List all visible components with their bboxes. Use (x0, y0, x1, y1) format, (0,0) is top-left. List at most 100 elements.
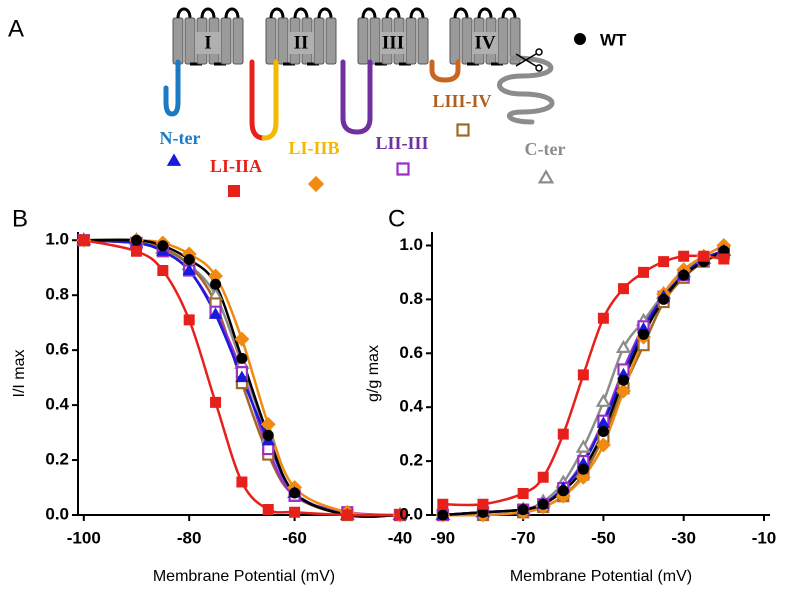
legend-entry: C-ter (525, 139, 566, 184)
series: LI-IIA (83, 239, 400, 517)
helix (232, 17, 244, 65)
point (595, 393, 612, 407)
point (234, 331, 250, 347)
linker (409, 7, 425, 19)
point (577, 463, 589, 475)
point (183, 253, 195, 265)
helix (405, 17, 417, 65)
linker (176, 7, 192, 19)
domain-label-bg (380, 32, 406, 54)
loop-li-iia (249, 59, 267, 141)
helix (417, 17, 429, 65)
x-tick-label: -10 (752, 528, 777, 547)
series: LI-IIB (83, 238, 401, 517)
helix (449, 17, 461, 65)
legend-marker (537, 169, 555, 184)
point (597, 312, 609, 324)
legend-label: LI-IIB (288, 138, 339, 158)
legend-label: N-ter (160, 128, 201, 148)
point (557, 485, 569, 497)
point (341, 509, 353, 521)
helix (497, 17, 509, 65)
point (210, 396, 222, 408)
linker (385, 7, 401, 19)
y-tick-label: 1.0 (399, 235, 423, 254)
scissors-icon (515, 48, 543, 72)
series-line (83, 238, 401, 517)
helix (369, 17, 381, 65)
point (289, 487, 301, 499)
point (262, 504, 274, 516)
point (698, 250, 710, 262)
y-axis-title: I/I max (11, 349, 28, 397)
point (557, 428, 569, 440)
legend-marker (396, 162, 410, 176)
point (537, 471, 549, 483)
y-tick-label: 0.4 (45, 395, 69, 414)
legend-entry: N-ter (160, 128, 201, 166)
helix (265, 17, 277, 65)
point (394, 509, 406, 521)
y-tick-label: 0.6 (399, 343, 423, 362)
legend-marker (574, 33, 586, 45)
domain-label-bg (288, 32, 314, 54)
x-tick-label: -80 (177, 528, 202, 547)
y-axis-title: g/g max (365, 345, 382, 402)
y-tick-label: 0.8 (399, 289, 423, 308)
x-tick-label: -40 (388, 528, 413, 547)
point (616, 383, 631, 399)
panel-label: A (8, 15, 24, 42)
x-tick-label: -30 (671, 528, 696, 547)
point (182, 263, 196, 275)
linker (501, 7, 517, 19)
helix (277, 17, 289, 65)
legend-label: C-ter (525, 139, 566, 159)
legend-label: LI-IIA (210, 156, 262, 176)
series-line (83, 239, 400, 517)
channel-diagram: I II III IV (172, 7, 521, 66)
linker (453, 7, 469, 19)
point (477, 498, 489, 510)
y-tick-label: 0.2 (45, 450, 69, 469)
x-axis-title: Membrane Potential (mV) (153, 568, 335, 585)
legend-entry: LIII-IV (432, 91, 492, 137)
point (537, 498, 549, 510)
panel-label: C (388, 205, 405, 232)
legend-marker (456, 123, 470, 137)
domain-label-bg (472, 32, 498, 54)
domain-label-bg (195, 32, 221, 54)
point (575, 469, 591, 485)
helix (172, 17, 184, 65)
x-tick-label: -60 (282, 528, 307, 547)
point (210, 278, 222, 290)
y-tick-label: 0.6 (45, 340, 69, 359)
point (236, 352, 248, 364)
y-tick-label: 0.8 (45, 285, 69, 304)
point (236, 476, 248, 488)
x-tick-label: -100 (67, 528, 101, 547)
linker (224, 7, 240, 19)
point (678, 250, 690, 262)
series-line (83, 238, 401, 518)
point (235, 370, 249, 383)
point (262, 429, 274, 441)
y-tick-label: 0.4 (399, 397, 423, 416)
legend-entry: WT (574, 30, 627, 49)
linker (361, 7, 377, 19)
point (183, 314, 195, 326)
linker (477, 7, 493, 19)
x-tick-label: -90 (431, 528, 456, 547)
helix (461, 17, 473, 65)
helix (509, 17, 521, 65)
linker (317, 7, 333, 19)
series: WT (83, 238, 401, 518)
point (577, 369, 589, 381)
point (638, 266, 650, 278)
y-tick-label: 0.0 (399, 504, 423, 523)
point (595, 437, 611, 453)
loop-lii-iii (340, 59, 373, 135)
chart: B 0.0 0.2 0.4 0.6 0.8 1.0 -100 -80 -60 -40 Membrane… (11, 205, 412, 585)
point (208, 307, 223, 319)
loop-n-ter (163, 59, 181, 117)
domain-label: III (382, 32, 404, 53)
